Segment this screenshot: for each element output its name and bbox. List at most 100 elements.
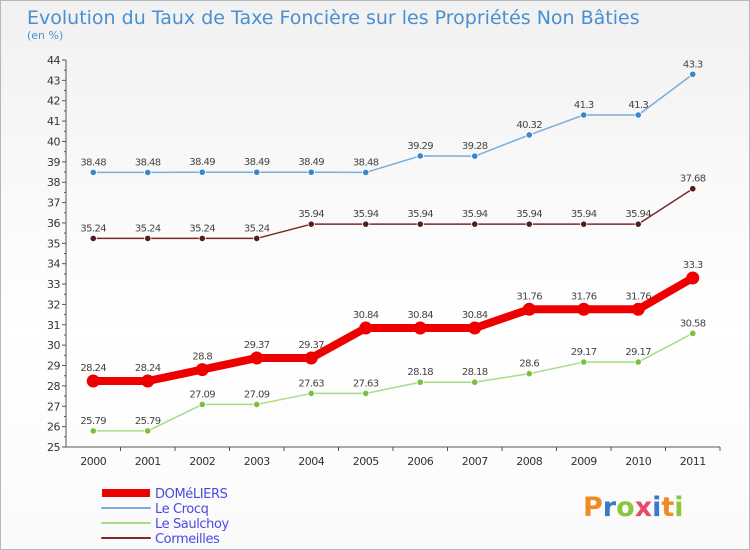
data-label: 31.76 xyxy=(571,291,597,302)
data-label: 27.09 xyxy=(244,389,270,400)
data-point xyxy=(416,220,424,228)
data-point xyxy=(141,374,155,388)
data-point xyxy=(471,378,479,386)
data-label: 29.17 xyxy=(571,347,597,358)
data-point xyxy=(362,389,370,398)
data-label: 39.28 xyxy=(462,141,488,152)
proxiti-logo: Proxiti xyxy=(583,492,684,523)
series-line xyxy=(92,332,694,432)
y-tick-label: 36 xyxy=(47,217,60,230)
y-tick-label: 41 xyxy=(47,115,60,128)
data-point xyxy=(195,363,209,377)
y-tick-label: 35 xyxy=(47,237,60,250)
y-tick-label: 39 xyxy=(47,156,60,169)
data-label: 33.3 xyxy=(683,260,703,271)
data-point xyxy=(580,358,588,366)
y-tick-label: 31 xyxy=(47,319,60,332)
y-tick-label: 38 xyxy=(47,176,60,189)
legend-label: DOMéLIERS xyxy=(155,487,228,502)
chart-title: Evolution du Taux de Taxe Foncière sur l… xyxy=(27,7,640,29)
data-label: 35.94 xyxy=(353,209,379,220)
data-point xyxy=(525,220,533,228)
data-point xyxy=(471,220,479,228)
data-label: 35.94 xyxy=(625,209,651,220)
data-point xyxy=(362,220,370,228)
x-tick-label: 2000 xyxy=(80,455,106,468)
data-label: 31.76 xyxy=(516,291,542,302)
data-label: 38.48 xyxy=(353,157,379,168)
y-tick-label: 34 xyxy=(47,258,60,271)
data-label: 28.18 xyxy=(407,367,433,378)
data-label: 35.24 xyxy=(244,223,270,234)
data-point xyxy=(580,111,588,119)
data-label: 30.58 xyxy=(680,318,706,329)
data-point xyxy=(416,378,424,386)
data-label: 35.94 xyxy=(298,209,324,220)
data-point xyxy=(631,302,645,316)
data-label: 38.49 xyxy=(244,157,270,168)
y-tick-label: 28 xyxy=(47,380,60,393)
data-point xyxy=(144,168,152,177)
x-tick-label: 2003 xyxy=(244,455,270,468)
data-label: 25.79 xyxy=(135,416,161,427)
data-point xyxy=(89,427,97,435)
data-point xyxy=(144,427,152,435)
data-point xyxy=(580,220,588,228)
data-point xyxy=(577,302,591,316)
x-tick-label: 2006 xyxy=(407,455,433,468)
x-tick-label: 2002 xyxy=(189,455,215,468)
data-label: 29.17 xyxy=(625,347,651,358)
data-point xyxy=(471,152,479,160)
y-tick-label: 33 xyxy=(47,278,60,291)
data-point xyxy=(634,220,642,228)
data-point xyxy=(89,168,97,177)
data-point xyxy=(634,111,642,119)
y-tick-label: 25 xyxy=(47,441,60,454)
data-label: 28.18 xyxy=(462,367,488,378)
y-tick-label: 27 xyxy=(47,400,60,413)
logo-letter: x xyxy=(635,492,652,523)
x-tick-label: 2007 xyxy=(462,455,488,468)
data-point xyxy=(416,152,424,160)
logo-letter: r xyxy=(603,492,617,523)
data-label: 38.48 xyxy=(80,157,106,168)
data-label: 43.3 xyxy=(683,59,703,70)
logo-letter: P xyxy=(583,492,603,523)
chart-subtitle: (en %) xyxy=(27,29,63,42)
data-point xyxy=(359,321,373,335)
data-point xyxy=(144,234,152,243)
data-point xyxy=(689,70,697,78)
data-label: 29.37 xyxy=(298,340,324,351)
data-label: 28.6 xyxy=(519,359,539,370)
data-point xyxy=(307,220,315,228)
data-point xyxy=(198,168,206,176)
data-label: 41.3 xyxy=(628,100,648,111)
y-tick-label: 40 xyxy=(47,135,60,148)
data-point xyxy=(689,329,697,337)
series-line xyxy=(92,73,694,174)
data-label: 35.24 xyxy=(135,223,161,234)
data-label: 30.84 xyxy=(462,310,488,321)
data-label: 27.63 xyxy=(298,378,324,389)
data-point xyxy=(89,234,97,243)
logo-letter: i xyxy=(652,492,661,523)
data-label: 35.94 xyxy=(462,209,488,220)
logo-letter: t xyxy=(661,492,674,523)
data-label: 30.84 xyxy=(407,310,433,321)
axes: 25 26 27 28 29 30 31 32 33 34 35 36 37 38 39 40 41 42 43 44… xyxy=(47,54,721,468)
data-point xyxy=(307,389,315,398)
data-label: 35.94 xyxy=(407,209,433,220)
series-markers xyxy=(86,70,700,435)
y-tick-label: 37 xyxy=(47,197,60,210)
y-tick-label: 44 xyxy=(47,54,60,67)
data-label: 31.76 xyxy=(625,291,651,302)
legend-label: Cormeilles xyxy=(155,532,220,547)
data-label: 35.24 xyxy=(80,223,106,234)
data-label: 27.63 xyxy=(353,378,379,389)
data-point xyxy=(250,351,264,365)
data-label: 28.24 xyxy=(80,363,106,374)
data-label: 35.94 xyxy=(516,209,542,220)
y-tick-label: 32 xyxy=(47,298,60,311)
